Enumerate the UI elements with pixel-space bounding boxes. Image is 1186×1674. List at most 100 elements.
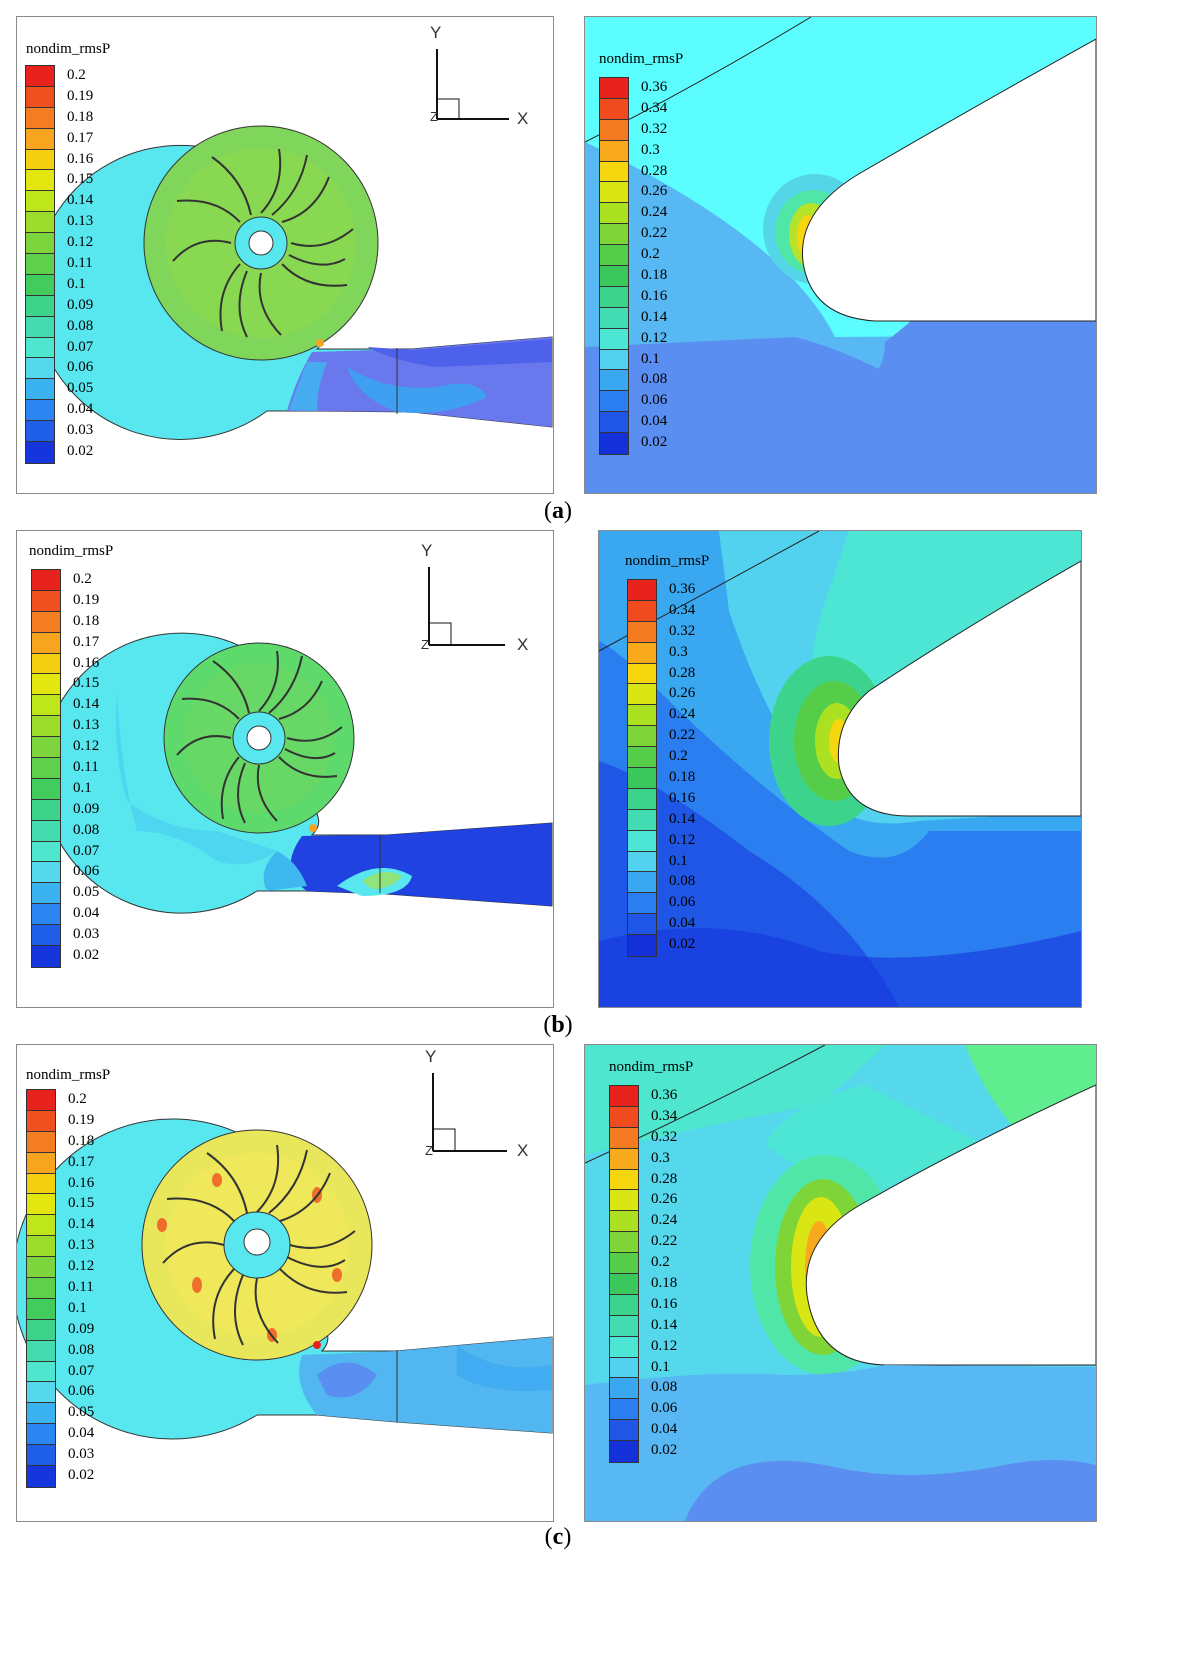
legend-tick-label: 0.1 xyxy=(67,275,86,292)
legend-tick-label: 0.1 xyxy=(669,852,688,869)
legend-tick-label: 0.04 xyxy=(73,905,100,922)
legend-swatch xyxy=(628,872,656,894)
caption-b: (b) xyxy=(543,1012,573,1038)
legend-swatch xyxy=(610,1148,638,1170)
pump-contour-b xyxy=(41,632,553,914)
legend-tick-label: 0.14 xyxy=(669,810,696,827)
legend-swatch xyxy=(610,1294,638,1316)
legend-swatch xyxy=(27,1236,55,1258)
legend-swatch xyxy=(27,1152,55,1174)
pump-contour-a xyxy=(32,125,553,440)
legend-tick-label: 0.07 xyxy=(73,842,100,859)
axis-x-label: X xyxy=(517,109,529,128)
caption-c: (c) xyxy=(544,1524,572,1550)
legend-tick-label: 0.19 xyxy=(73,591,100,608)
legend-a-left: 0.2 0.19 0.18 0.17 0.16 0.15 0.14 0.13 0.12 0.11 0… xyxy=(25,65,93,464)
legend-swatch xyxy=(27,1466,55,1487)
legend-swatch xyxy=(600,182,628,204)
legend-swatch xyxy=(610,1378,638,1400)
legend-swatch xyxy=(610,1315,638,1337)
legend-swatch xyxy=(610,1336,638,1358)
legend-swatch xyxy=(628,935,656,957)
legend-tick-label: 0.09 xyxy=(67,296,94,313)
legend-swatch xyxy=(628,830,656,852)
axis-z-label: Z xyxy=(430,109,438,124)
legend-tick-label: 0.05 xyxy=(68,1404,95,1421)
legend-tick-label: 0.11 xyxy=(73,759,99,776)
legend-tick-label: 0.15 xyxy=(67,171,94,188)
legend-swatch xyxy=(32,883,60,905)
legend-swatch xyxy=(26,107,54,129)
legend-tick-label: 0.17 xyxy=(68,1153,95,1170)
legend-tick-label: 0.16 xyxy=(669,789,696,806)
legend-swatch xyxy=(628,684,656,706)
legend-tick-label: 0.05 xyxy=(67,380,94,397)
legend-tick-label: 0.1 xyxy=(73,779,92,796)
legend-tick-label: 0.02 xyxy=(641,434,668,451)
legend-c-right: 0.36 0.34 0.32 0.3 0.28 0.26 0.24 0.22 0.2 0.18 0.… xyxy=(609,1085,677,1464)
legend-swatch xyxy=(26,295,54,317)
legend-b-right: 0.36 0.34 0.32 0.3 0.28 0.26 0.24 0.22 0.2 0.18 0.… xyxy=(627,579,696,958)
legend-swatch xyxy=(600,98,628,120)
legend-labels: 0.36 0.34 0.32 0.3 0.28 0.26 0.24 0.22 0.2 0.18 0.… xyxy=(651,1085,677,1463)
legend-tick-label: 0.3 xyxy=(641,141,660,158)
legend-tick-label: 0.02 xyxy=(68,1467,95,1484)
legend-swatch xyxy=(32,737,60,759)
legend-title-b-left: nondim_rmsP xyxy=(29,543,114,559)
legend-swatch xyxy=(600,349,628,371)
legend-tick-label: 0.11 xyxy=(67,255,93,272)
legend-tick-label: 0.24 xyxy=(669,706,696,723)
legend-swatch xyxy=(32,674,60,696)
legend-swatch xyxy=(600,286,628,308)
legend-swatch xyxy=(600,119,628,141)
legend-tick-label: 0.06 xyxy=(68,1383,95,1400)
legend-tick-label: 0.03 xyxy=(67,422,94,439)
legend-swatch xyxy=(610,1232,638,1254)
legend-swatch xyxy=(600,370,628,392)
legend-tick-label: 0.04 xyxy=(641,413,668,430)
legend-tick-label: 0.2 xyxy=(68,1091,87,1107)
legend-swatch xyxy=(628,851,656,873)
legend-swatch xyxy=(628,726,656,748)
legend-tick-label: 0.3 xyxy=(669,643,688,660)
legend-tick-label: 0.22 xyxy=(651,1233,678,1250)
legend-swatch xyxy=(27,1424,55,1446)
legend-swatch xyxy=(26,66,54,87)
legend-tick-label: 0.16 xyxy=(641,287,668,304)
legend-tick-label: 0.18 xyxy=(67,108,94,125)
legend-tick-label: 0.2 xyxy=(641,246,660,263)
legend-swatch xyxy=(27,1110,55,1132)
legend-tick-label: 0.08 xyxy=(641,371,668,388)
legend-swatch xyxy=(628,809,656,831)
legend-swatch xyxy=(610,1357,638,1379)
legend-swatch xyxy=(26,442,54,463)
legend-tick-label: 0.22 xyxy=(641,225,668,242)
legend-labels: 0.36 0.34 0.32 0.3 0.28 0.26 0.24 0.22 0.2 0.18 0.… xyxy=(641,77,667,455)
axis-triad-a xyxy=(436,49,509,120)
legend-tick-label: 0.14 xyxy=(73,696,100,713)
legend-labels: 0.2 0.19 0.18 0.17 0.16 0.15 0.14 0.13 0.12 0.11 0… xyxy=(68,1089,94,1488)
legend-tick-label: 0.18 xyxy=(73,612,100,629)
legend-swatch xyxy=(628,747,656,769)
legend-swatch xyxy=(32,862,60,884)
axis-triad-b xyxy=(428,567,505,646)
legend-tick-label: 0.2 xyxy=(73,571,92,587)
legend-swatch xyxy=(600,307,628,329)
legend-swatch xyxy=(32,925,60,947)
legend-swatch xyxy=(32,653,60,675)
legend-title-c-left: nondim_rmsP xyxy=(26,1067,111,1083)
legend-swatch xyxy=(610,1441,638,1463)
legend-tick-label: 0.1 xyxy=(641,350,660,367)
legend-swatch xyxy=(27,1403,55,1425)
legend-swatch xyxy=(32,841,60,863)
axis-triad-c xyxy=(432,1073,507,1152)
legend-tick-label: 0.1 xyxy=(651,1358,670,1375)
panel-b-full-pump: nondim_rmsP 0.2 0.19 0.18 0.17 0.16 0.15 0.14 0… xyxy=(16,530,554,1008)
legend-swatch xyxy=(32,778,60,800)
legend-tick-label: 0.02 xyxy=(67,443,94,460)
legend-swatch xyxy=(32,799,60,821)
legend-title-a-right: nondim_rmsP xyxy=(599,51,684,67)
legend-swatch xyxy=(32,590,60,612)
pump-contour-c xyxy=(17,1118,553,1440)
legend-tick-label: 0.04 xyxy=(67,401,94,418)
